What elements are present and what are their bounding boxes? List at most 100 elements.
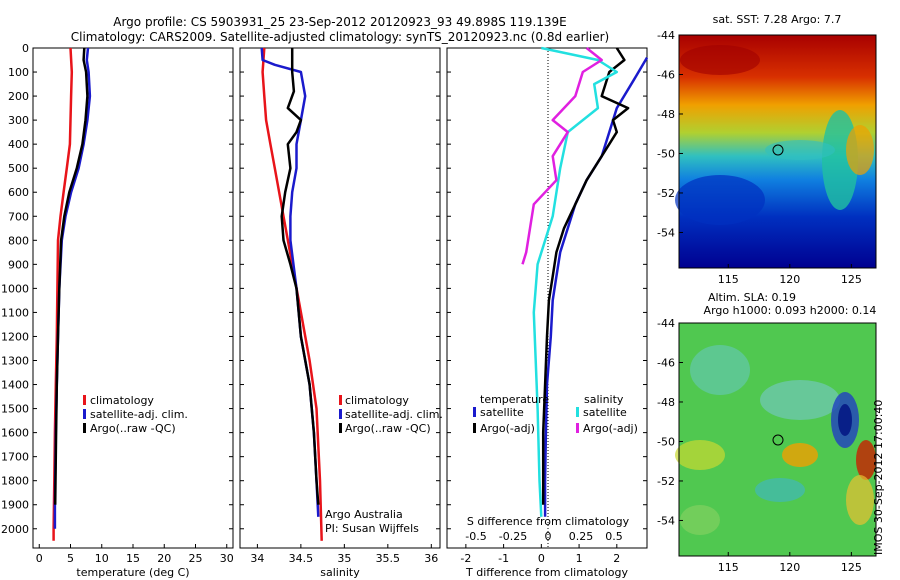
map-x-tick-label: 115 bbox=[718, 561, 739, 574]
y-tick-label: 1700 bbox=[1, 451, 29, 464]
map-y-tick-label: -44 bbox=[657, 29, 675, 42]
legend-argo-2: Argo(..raw -QC) bbox=[345, 422, 431, 435]
x-tick-label: 35.5 bbox=[376, 552, 401, 565]
y-tick-label: 800 bbox=[8, 234, 29, 247]
sla-map-title-2: Argo h1000: 0.093 h2000: 0.14 bbox=[704, 304, 877, 317]
x-tick-label: 25 bbox=[189, 552, 203, 565]
map-y-tick-label: -46 bbox=[657, 68, 675, 81]
y-tick-label: 300 bbox=[8, 114, 29, 127]
title-line2: Climatology: CARS2009. Satellite-adjuste… bbox=[71, 30, 609, 44]
sst-map-title: sat. SST: 7.28 Argo: 7.7 bbox=[713, 13, 842, 26]
top-tick-5: 0.5 bbox=[605, 530, 623, 543]
y-tick-label: 1000 bbox=[1, 282, 29, 295]
map-y-tick-label: -52 bbox=[657, 187, 675, 200]
y-tick-label: 1500 bbox=[1, 403, 29, 416]
top-tick-4: 0.25 bbox=[569, 530, 594, 543]
sla-patches bbox=[675, 345, 876, 535]
salinity-legend: climatology satellite-adj. clim. Argo(..… bbox=[339, 394, 443, 435]
y-tick-label: 600 bbox=[8, 186, 29, 199]
temperature-xlabel: temperature (deg C) bbox=[76, 566, 189, 579]
legend-climatology-2: climatology bbox=[345, 394, 409, 407]
x-tick-label: 30 bbox=[220, 552, 234, 565]
salinity-xlabel: salinity bbox=[320, 566, 360, 579]
x-tick-label: 34 bbox=[250, 552, 264, 565]
x-tick-label: 1 bbox=[576, 552, 583, 565]
y-tick-label: 1300 bbox=[1, 355, 29, 368]
difference-legend: temperature salinity satellite Argo(-adj… bbox=[473, 393, 638, 435]
x-tick-label: 10 bbox=[95, 552, 109, 565]
x-tick-label: 0 bbox=[538, 552, 545, 565]
map-y-tick-label: -50 bbox=[657, 435, 675, 448]
x-tick-label: -1 bbox=[498, 552, 509, 565]
map-x-tick-label: 125 bbox=[841, 273, 862, 286]
temperature-axes bbox=[32, 47, 234, 549]
panel1-series-black bbox=[53, 47, 89, 505]
map-x-tick-label: 120 bbox=[779, 561, 800, 574]
map-x-tick-label: 125 bbox=[841, 561, 862, 574]
panel3-series-black bbox=[541, 47, 630, 505]
map-y-tick-label: -46 bbox=[657, 356, 675, 369]
top-tick-2: -0.25 bbox=[499, 530, 527, 543]
legend-header-salinity: salinity bbox=[584, 393, 624, 406]
top-tick-3: 0 bbox=[545, 530, 552, 543]
legend-argo: Argo(..raw -QC) bbox=[90, 422, 176, 435]
y-tick-label: 700 bbox=[8, 210, 29, 223]
y-tick-label: 1100 bbox=[1, 306, 29, 319]
x-tick-label: 15 bbox=[126, 552, 140, 565]
map-y-tick-label: -52 bbox=[657, 475, 675, 488]
credit-line1: Argo Australia bbox=[325, 508, 403, 521]
s-difference-label: S difference from climatology bbox=[467, 515, 630, 528]
y-tick-label: 1900 bbox=[1, 499, 29, 512]
difference-panel: -2 -1 0 1 2 temperature salinity satellite A… bbox=[446, 46, 649, 579]
salinity-axes bbox=[239, 47, 441, 549]
panel3-series-magenta bbox=[521, 47, 603, 265]
temperature-panel: 0 5 10 15 20 25 300100200300400500600700800900… bbox=[1, 42, 234, 579]
y-tick-label: 1400 bbox=[1, 379, 29, 392]
x-tick-label: 0 bbox=[36, 552, 43, 565]
map-y-tick-label: -48 bbox=[657, 108, 675, 121]
x-tick-label: -2 bbox=[460, 552, 471, 565]
legend-s-argo: Argo(-adj) bbox=[583, 422, 638, 435]
sst-map: sat. SST: 7.28 Argo: 7.7 115 120 125 -44 -46… bbox=[657, 13, 877, 286]
title-line1: Argo profile: CS 5903931_25 23-Sep-2012 … bbox=[113, 15, 567, 29]
y-tick-label: 1800 bbox=[1, 475, 29, 488]
x-tick-label: 34.5 bbox=[289, 552, 314, 565]
credit-line2: PI: Susan Wijffels bbox=[325, 522, 419, 535]
panel2-series-red bbox=[261, 47, 323, 541]
x-tick-label: 35 bbox=[337, 552, 351, 565]
x-tick-label: 5 bbox=[67, 552, 74, 565]
sst-patches bbox=[675, 45, 874, 225]
legend-s-satellite: satellite bbox=[583, 406, 627, 419]
difference-axes bbox=[446, 47, 648, 549]
legend-t-argo: Argo(-adj) bbox=[480, 422, 535, 435]
y-tick-label: 900 bbox=[8, 258, 29, 271]
panel2-series-black bbox=[280, 48, 320, 505]
y-tick-label: 500 bbox=[8, 162, 29, 175]
map-y-tick-label: -50 bbox=[657, 147, 675, 160]
panel3-series-cyan bbox=[532, 46, 619, 517]
timestamp-label: IMOS 30-Sep-2012 17:00:40 bbox=[872, 399, 885, 555]
map-y-tick-label: -48 bbox=[657, 396, 675, 409]
x-tick-label: 36 bbox=[424, 552, 438, 565]
y-tick-label: 1200 bbox=[1, 330, 29, 343]
map-y-tick-label: -54 bbox=[657, 514, 675, 527]
map-y-tick-label: -44 bbox=[657, 317, 675, 330]
argo-position-marker-2 bbox=[772, 434, 784, 446]
legend-satellite-adj: satellite-adj. clim. bbox=[90, 408, 188, 421]
sla-map-title-1: Altim. SLA: 0.19 bbox=[708, 291, 796, 304]
temperature-legend: climatology satellite-adj. clim. Argo(..… bbox=[83, 394, 188, 435]
x-tick-label: 2 bbox=[613, 552, 620, 565]
y-tick-label: 100 bbox=[8, 66, 29, 79]
y-tick-label: 200 bbox=[8, 90, 29, 103]
y-tick-label: 1600 bbox=[1, 427, 29, 440]
y-tick-label: 2000 bbox=[1, 523, 29, 536]
map-x-tick-label: 120 bbox=[779, 273, 800, 286]
legend-t-satellite: satellite bbox=[480, 406, 524, 419]
legend-climatology: climatology bbox=[90, 394, 154, 407]
legend-header-temperature: temperature bbox=[480, 393, 549, 406]
y-tick-label: 0 bbox=[22, 42, 29, 55]
x-tick-label: 20 bbox=[157, 552, 171, 565]
sla-map: Altim. SLA: 0.19 Argo h1000: 0.093 h2000… bbox=[657, 291, 877, 574]
y-tick-label: 400 bbox=[8, 138, 29, 151]
